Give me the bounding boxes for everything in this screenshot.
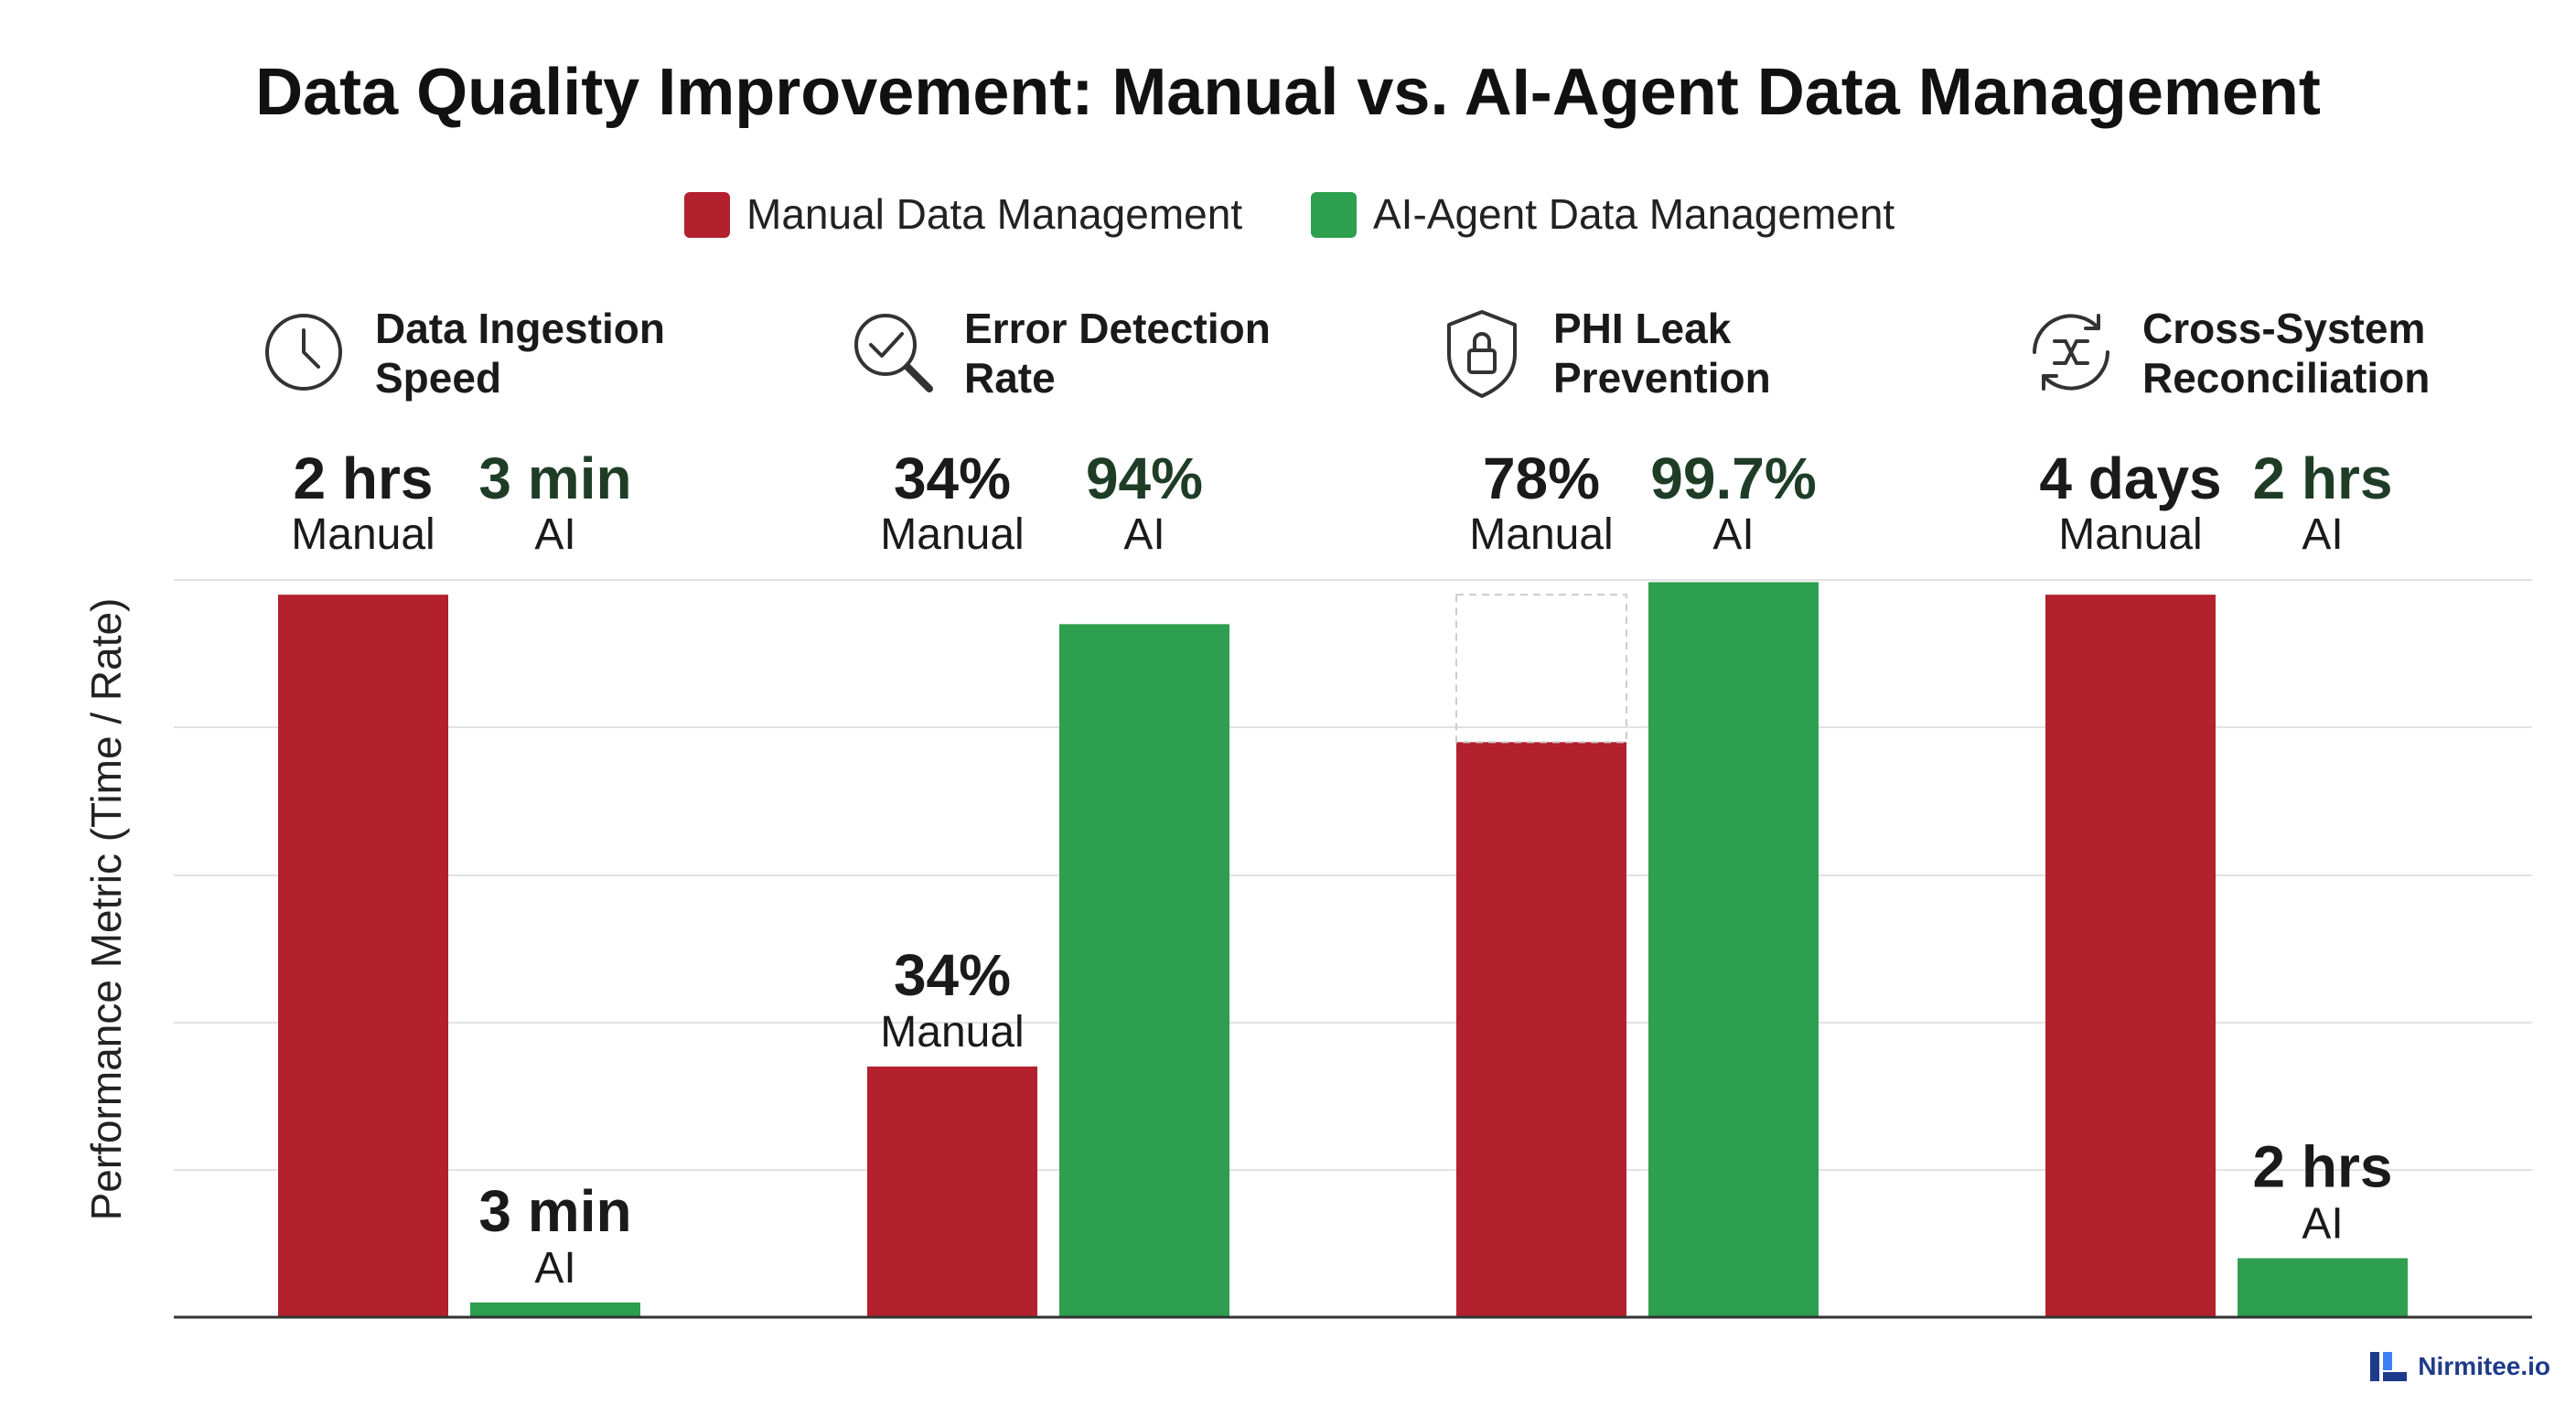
header-label-ai: AI <box>534 510 575 559</box>
header-label-manual: Manual <box>1469 510 1613 559</box>
bar-callout-label: Manual <box>880 1008 1024 1056</box>
header-value-manual: 78% <box>1483 445 1600 511</box>
bar-manual <box>867 1066 1037 1317</box>
group-title-line: Cross-System <box>2142 305 2425 352</box>
group-title-line: Error Detection <box>964 305 1271 352</box>
bar-callout-label: AI <box>2302 1200 2343 1249</box>
bar-callout-label: AI <box>534 1244 575 1292</box>
legend-item-ai: AI-Agent Data Management <box>1311 190 1894 238</box>
header-value-ai: 99.7% <box>1650 445 1816 511</box>
clock-icon <box>265 314 342 391</box>
legend-label: Manual Data Management <box>746 190 1242 238</box>
bar-ghost-outline <box>1455 594 1627 744</box>
bars <box>278 582 2408 1317</box>
magnifier-check-icon <box>854 314 933 392</box>
header-value-ai: 94% <box>1086 445 1203 511</box>
bar-callout-value: 3 min <box>478 1178 631 1244</box>
legend-label: AI-Agent Data Management <box>1373 190 1894 238</box>
bar-ai <box>2238 1258 2408 1317</box>
bar-callout-value: 2 hrs <box>2253 1134 2393 1200</box>
shuffle-sync-icon <box>2033 314 2109 391</box>
bar-manual <box>278 595 448 1317</box>
bar-ai <box>470 1302 640 1317</box>
header-label-ai: AI <box>1712 510 1754 559</box>
group-title-line: Reconciliation <box>2142 354 2430 402</box>
group-title-line: Rate <box>964 354 1056 402</box>
chart-title: Data Quality Improvement: Manual vs. AI-… <box>255 56 2321 129</box>
shield-lock-icon <box>1447 310 1517 398</box>
header-label-ai: AI <box>2302 510 2343 559</box>
bar-manual <box>1456 742 1626 1317</box>
bar-callout-value: 34% <box>894 942 1011 1008</box>
group-title-line: Data Ingestion <box>375 305 665 352</box>
header-label-manual: Manual <box>2058 510 2202 559</box>
header-label-ai: AI <box>1123 510 1165 559</box>
bar-manual <box>2045 595 2216 1317</box>
header-value-manual: 34% <box>894 445 1011 511</box>
legend-swatch-manual <box>684 192 730 238</box>
legend-item-manual: Manual Data Management <box>684 190 1242 238</box>
group-title-line: PHI Leak <box>1553 305 1732 352</box>
legend-swatch-ai <box>1311 192 1357 238</box>
brand-logo: Nirmitee.io <box>2368 1350 2550 1383</box>
brand-name: Nirmitee.io <box>2418 1352 2550 1380</box>
y-axis-label: Performance Metric (Time / Rate) <box>82 598 130 1221</box>
bar-ai <box>1648 582 1819 1317</box>
group-title-line: Speed <box>375 354 501 402</box>
header-label-manual: Manual <box>880 510 1024 559</box>
header-value-manual: 4 days <box>2039 445 2221 511</box>
header-value-manual: 2 hrs <box>294 445 434 511</box>
brand-mark-icon <box>2370 1352 2408 1381</box>
header-value-ai: 3 min <box>478 445 631 511</box>
group-title-line: Prevention <box>1553 354 1771 402</box>
header-label-manual: Manual <box>291 510 435 559</box>
bar-ai <box>1059 624 1229 1317</box>
legend: Manual Data Management AI-Agent Data Mana… <box>684 190 1894 238</box>
header-value-ai: 2 hrs <box>2253 445 2393 511</box>
